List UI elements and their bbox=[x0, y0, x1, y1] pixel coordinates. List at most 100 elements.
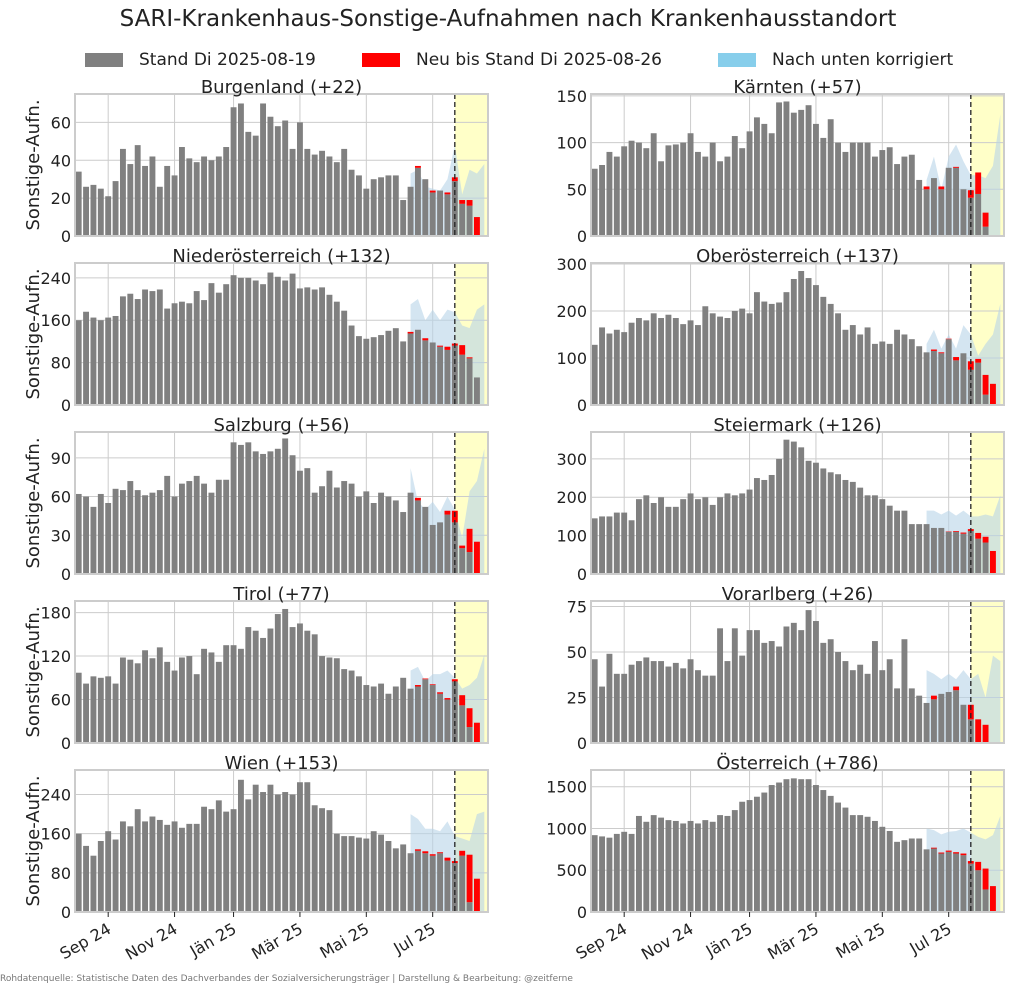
bar-stand bbox=[724, 318, 731, 405]
bar-stand bbox=[901, 639, 908, 743]
bar-stand bbox=[945, 692, 952, 743]
bar-stand bbox=[857, 815, 864, 912]
panel-title: Niederösterreich (+132) bbox=[172, 246, 390, 267]
bar-stand bbox=[864, 816, 871, 912]
y-tick-label: 80 bbox=[51, 864, 71, 883]
bar-stand bbox=[105, 676, 112, 743]
bar-neu bbox=[938, 186, 945, 190]
bar-stand bbox=[75, 320, 82, 405]
bar-stand bbox=[591, 344, 598, 405]
bar-stand bbox=[370, 686, 377, 743]
bar-stand bbox=[761, 123, 768, 236]
bar-stand bbox=[702, 156, 709, 236]
bar-stand bbox=[798, 630, 805, 743]
bar-stand bbox=[776, 302, 783, 405]
bar-stand bbox=[827, 639, 834, 743]
bar-stand bbox=[879, 150, 886, 236]
bar-stand bbox=[894, 841, 901, 912]
y-tick-label: 1000 bbox=[546, 819, 587, 838]
bar-stand bbox=[223, 645, 230, 743]
bar-stand bbox=[805, 460, 812, 574]
bar-stand bbox=[975, 362, 982, 405]
bar-stand bbox=[83, 186, 90, 236]
bar-stand bbox=[790, 112, 797, 236]
bar-stand bbox=[437, 522, 444, 574]
bar-stand bbox=[658, 318, 665, 405]
bar-neu bbox=[451, 177, 458, 182]
bar-stand bbox=[746, 313, 753, 405]
bar-stand bbox=[805, 610, 812, 743]
bar-stand bbox=[252, 451, 259, 574]
bar-stand bbox=[960, 704, 967, 743]
y-tick-label: 0 bbox=[61, 565, 71, 584]
bar-stand bbox=[717, 161, 724, 236]
bar-stand bbox=[739, 148, 746, 236]
x-tick-label: Mai 25 bbox=[832, 919, 888, 962]
bar-stand bbox=[333, 658, 340, 743]
bar-stand bbox=[119, 490, 126, 574]
bar-stand bbox=[311, 634, 318, 743]
bar-stand bbox=[363, 338, 370, 405]
bar-stand bbox=[171, 175, 178, 236]
y-axis-label: Sonstige-Aufn. bbox=[23, 775, 44, 906]
bar-stand bbox=[407, 186, 414, 236]
bar-stand bbox=[665, 820, 672, 912]
bar-stand bbox=[724, 493, 731, 574]
bar-stand bbox=[606, 151, 613, 236]
bar-stand bbox=[451, 681, 458, 743]
bar-stand bbox=[945, 851, 952, 912]
bar-stand bbox=[414, 167, 421, 236]
y-tick-label: 200 bbox=[556, 488, 587, 507]
bar-stand bbox=[790, 441, 797, 574]
bar-stand bbox=[378, 335, 385, 405]
bar-neu bbox=[444, 510, 451, 515]
bar-stand bbox=[790, 622, 797, 743]
bar-stand bbox=[466, 205, 473, 236]
bar-stand bbox=[842, 661, 849, 743]
bar-stand bbox=[702, 306, 709, 405]
bar-stand bbox=[451, 863, 458, 912]
bar-stand bbox=[385, 330, 392, 405]
bar-stand bbox=[119, 657, 126, 743]
y-tick-label: 160 bbox=[40, 825, 71, 844]
bar-stand bbox=[267, 116, 274, 236]
bar-stand bbox=[267, 451, 274, 574]
correction-band bbox=[926, 655, 1001, 743]
bar-neu bbox=[429, 190, 436, 193]
bar-stand bbox=[407, 492, 414, 574]
legend-swatch-korr bbox=[718, 53, 756, 67]
bar-stand bbox=[90, 506, 97, 574]
bar-stand bbox=[621, 332, 628, 405]
bar-stand bbox=[289, 794, 296, 912]
bar-stand bbox=[731, 136, 738, 236]
bar-stand bbox=[871, 820, 878, 912]
bar-stand bbox=[923, 189, 930, 236]
bar-stand bbox=[149, 492, 156, 574]
bar-stand bbox=[422, 853, 429, 912]
x-tick-label: Sep 24 bbox=[57, 919, 115, 963]
bar-stand bbox=[127, 293, 134, 405]
bar-stand bbox=[886, 343, 893, 405]
bar-stand bbox=[953, 360, 960, 405]
y-tick-label: 20 bbox=[51, 189, 71, 208]
bar-stand bbox=[208, 809, 215, 912]
bar-stand bbox=[178, 483, 185, 574]
bar-stand bbox=[348, 483, 355, 574]
bar-stand bbox=[90, 676, 97, 743]
y-tick-label: 30 bbox=[51, 526, 71, 545]
bar-stand bbox=[879, 499, 886, 574]
bar-neu bbox=[473, 878, 480, 912]
bar-stand bbox=[591, 168, 598, 236]
bar-stand bbox=[783, 292, 790, 405]
bar-stand bbox=[621, 512, 628, 574]
bar-stand bbox=[267, 628, 274, 743]
source-note: Rohdatenquelle: Statistische Daten des D… bbox=[0, 974, 573, 984]
bar-stand bbox=[385, 496, 392, 574]
bar-stand bbox=[149, 816, 156, 912]
bar-stand bbox=[156, 186, 163, 236]
bar-stand bbox=[304, 782, 311, 912]
bar-stand bbox=[422, 506, 429, 574]
bar-stand bbox=[326, 657, 333, 743]
bar-stand bbox=[459, 548, 466, 574]
